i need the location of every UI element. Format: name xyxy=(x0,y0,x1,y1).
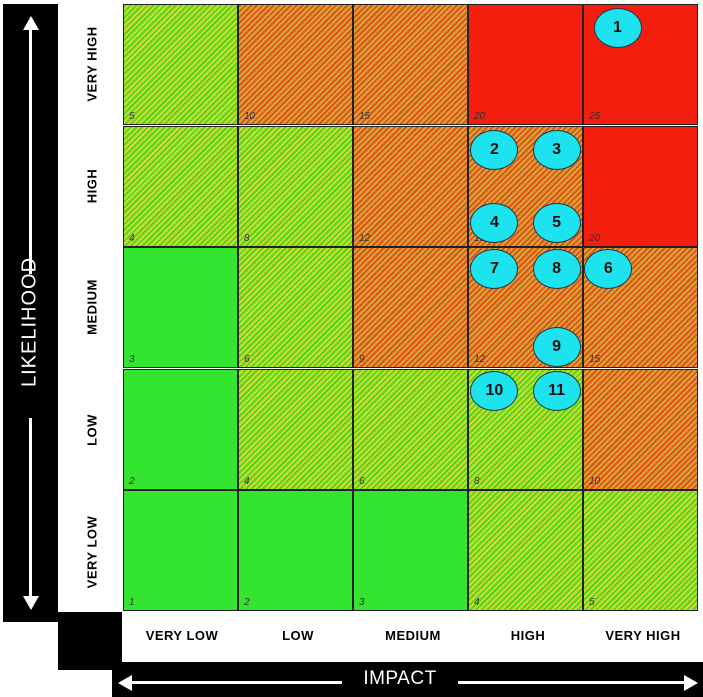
likelihood-axis-title: LIKELIHOOD xyxy=(18,256,41,388)
matrix-cell: 2 xyxy=(238,490,353,612)
cell-score: 10 xyxy=(244,111,256,122)
matrix-cell: 4 xyxy=(123,125,238,247)
matrix-cell: 2 xyxy=(123,368,238,490)
cell-score: 4 xyxy=(129,232,135,244)
cell-score: 3 xyxy=(359,597,365,609)
cell-score: 5 xyxy=(589,597,595,609)
impact-axis-title: IMPACT xyxy=(363,668,437,689)
cell-score: 2 xyxy=(244,597,250,609)
risk-marker: 10 xyxy=(470,370,519,411)
risk-marker: 8 xyxy=(532,249,581,290)
matrix-cell: 20 xyxy=(468,4,583,125)
col-label-high: HIGH xyxy=(510,628,546,643)
arrow-left-icon xyxy=(118,675,132,691)
matrix-cell: 6 xyxy=(238,247,353,369)
matrix-cell: 20 xyxy=(583,125,698,247)
cell-score: 12 xyxy=(359,232,371,244)
matrix-cell: 8 xyxy=(238,125,353,247)
impact-arrow-line-left xyxy=(130,681,342,684)
row-label-high: HIGH xyxy=(84,168,100,204)
matrix-cell: 3 xyxy=(353,490,468,612)
row-label-very-high: VERY HIGH xyxy=(84,26,100,102)
matrix-cell: 6 xyxy=(353,368,468,490)
risk-marker: 7 xyxy=(470,249,519,290)
risk-marker: 1 xyxy=(593,8,642,49)
matrix-cell: 1 xyxy=(123,490,238,612)
row-label-medium: MEDIUM xyxy=(84,279,100,335)
matrix-cell: 5 xyxy=(123,4,238,125)
cell-score: 20 xyxy=(589,232,601,244)
matrix-cell: 3 xyxy=(123,247,238,369)
cell-score: 10 xyxy=(589,475,601,487)
row-label-low: LOW xyxy=(84,414,100,446)
likelihood-axis-bar: LIKELIHOOD xyxy=(3,4,58,622)
matrix-cell: 12 xyxy=(353,125,468,247)
cell-score: 12 xyxy=(474,354,486,366)
cell-score: 15 xyxy=(589,354,601,366)
matrix-cell: 10 xyxy=(238,4,353,125)
row-label-very-low: VERY LOW xyxy=(84,515,100,589)
risk-marker: 11 xyxy=(532,370,581,411)
cell-score: 6 xyxy=(359,475,365,487)
cell-score: 1 xyxy=(129,597,135,609)
risk-marker: 4 xyxy=(470,202,519,243)
cell-score: 9 xyxy=(359,354,365,366)
cell-score: 4 xyxy=(244,475,250,487)
cell-score: 20 xyxy=(474,111,486,122)
col-label-low: LOW xyxy=(282,628,314,643)
corner-block xyxy=(58,612,122,670)
matrix-cell: 15 xyxy=(353,4,468,125)
risk-marker: 5 xyxy=(532,202,581,243)
cell-score: 2 xyxy=(129,475,135,487)
arrow-down-icon xyxy=(23,596,39,610)
cell-score: 8 xyxy=(474,475,480,487)
arrow-up-icon xyxy=(23,16,39,30)
matrix-cell: 9 xyxy=(353,247,468,369)
risk-marker: 9 xyxy=(532,326,581,367)
risk-matrix-grid: 5101520254812162036912152468101234512345… xyxy=(123,4,699,614)
impact-arrow-line-right xyxy=(458,681,686,684)
risk-marker: 2 xyxy=(470,129,519,170)
col-label-medium: MEDIUM xyxy=(385,628,441,643)
arrow-right-icon xyxy=(684,675,698,691)
cell-score: 25 xyxy=(589,111,601,122)
cell-score: 3 xyxy=(129,354,135,366)
cell-score: 8 xyxy=(244,232,250,244)
matrix-cell: 4 xyxy=(238,368,353,490)
impact-axis-bar: IMPACT xyxy=(112,662,703,697)
likelihood-arrow-line-bottom xyxy=(29,418,32,598)
cell-score: 4 xyxy=(474,597,480,609)
risk-marker: 3 xyxy=(532,129,581,170)
matrix-cell: 10 xyxy=(583,368,698,490)
cell-score: 15 xyxy=(359,111,371,122)
matrix-cell: 4 xyxy=(468,490,583,612)
matrix-cell: 5 xyxy=(583,490,698,612)
col-label-very-high: VERY HIGH xyxy=(605,628,681,643)
col-label-very-low: VERY LOW xyxy=(145,628,219,643)
cell-score: 6 xyxy=(244,354,250,366)
cell-score: 5 xyxy=(129,111,135,122)
risk-marker: 6 xyxy=(584,249,633,290)
likelihood-arrow-line-top xyxy=(29,28,32,274)
